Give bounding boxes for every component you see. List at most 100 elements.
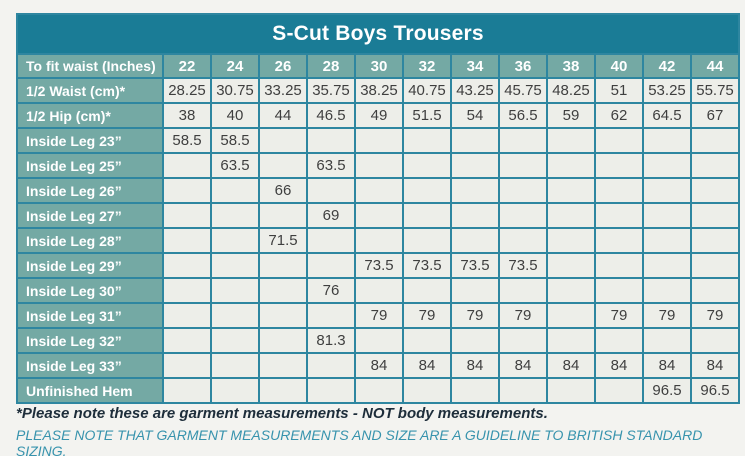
value-cell [642, 177, 692, 204]
value-cell [594, 177, 644, 204]
value-cell [210, 252, 260, 279]
value-cell [594, 252, 644, 279]
value-cell [402, 277, 452, 304]
size-column-header: 36 [498, 53, 548, 79]
value-cell [162, 227, 212, 254]
measurement-row: 1/2 Waist (cm)* 28.25 30.75 33.25 35.75 38.25… [16, 77, 741, 104]
value-cell [210, 177, 260, 204]
value-cell: 76 [306, 277, 356, 304]
value-cell: 55.75 [689, 77, 741, 104]
value-cell [258, 277, 308, 304]
measurement-row: Inside Leg 30” 76 [16, 277, 741, 304]
measurement-row: Inside Leg 23” 58.5 58.5 [16, 127, 741, 154]
row-label: Unfinished Hem [16, 377, 164, 404]
value-cell [258, 252, 308, 279]
value-cell: 81.3 [306, 327, 356, 354]
value-cell [402, 177, 452, 204]
value-cell [689, 227, 741, 254]
value-cell [258, 302, 308, 329]
row-label: Inside Leg 33” [16, 352, 164, 379]
value-cell: 66 [258, 177, 308, 204]
value-cell [402, 152, 452, 179]
table-title: S-Cut Boys Trousers [15, 13, 741, 55]
value-cell: 73.5 [354, 252, 404, 279]
row-label: Inside Leg 29” [16, 252, 164, 279]
size-column-header: 38 [546, 53, 596, 79]
value-cell [498, 377, 548, 404]
value-cell [258, 327, 308, 354]
value-cell [258, 152, 308, 179]
value-cell [450, 277, 500, 304]
value-cell [402, 227, 452, 254]
value-cell [258, 352, 308, 379]
value-cell: 73.5 [402, 252, 452, 279]
value-cell: 69 [306, 202, 356, 229]
value-cell: 84 [354, 352, 404, 379]
value-cell: 84 [450, 352, 500, 379]
value-cell: 40.75 [402, 77, 452, 104]
title-row: S-Cut Boys Trousers [15, 13, 741, 55]
value-cell [594, 127, 644, 154]
value-cell: 79 [594, 302, 644, 329]
value-cell: 40 [210, 102, 260, 129]
value-cell [450, 227, 500, 254]
value-cell [498, 152, 548, 179]
value-cell [450, 202, 500, 229]
value-cell [642, 202, 692, 229]
size-column-header: 30 [354, 53, 404, 79]
measurement-row: Unfinished Hem 96.5 96.5 [16, 377, 741, 404]
value-cell [210, 377, 260, 404]
value-cell [642, 252, 692, 279]
value-cell [498, 202, 548, 229]
value-cell [162, 327, 212, 354]
value-cell: 84 [689, 352, 741, 379]
value-cell: 62 [594, 102, 644, 129]
value-cell: 84 [402, 352, 452, 379]
size-column-header: 24 [210, 53, 260, 79]
size-column-header: 28 [306, 53, 356, 79]
value-cell [162, 202, 212, 229]
value-cell [642, 227, 692, 254]
value-cell: 63.5 [210, 152, 260, 179]
value-cell: 53.25 [642, 77, 692, 104]
value-cell [498, 277, 548, 304]
row-label: 1/2 Hip (cm)* [16, 102, 164, 129]
value-cell [402, 127, 452, 154]
value-cell: 58.5 [162, 127, 212, 154]
value-cell [306, 252, 356, 279]
value-cell [594, 277, 644, 304]
value-cell: 28.25 [162, 77, 212, 104]
value-cell [546, 127, 596, 154]
value-cell [594, 152, 644, 179]
value-cell [354, 177, 404, 204]
value-cell [450, 327, 500, 354]
value-cell [546, 227, 596, 254]
value-cell [354, 227, 404, 254]
value-cell [594, 227, 644, 254]
value-cell [546, 152, 596, 179]
value-cell: 38 [162, 102, 212, 129]
value-cell: 45.75 [498, 77, 548, 104]
garment-measurement-note: *Please note these are garment measureme… [16, 405, 548, 422]
value-cell: 54 [450, 102, 500, 129]
value-cell [210, 202, 260, 229]
value-cell: 44 [258, 102, 308, 129]
value-cell [354, 377, 404, 404]
value-cell [546, 327, 596, 354]
value-cell [402, 327, 452, 354]
value-cell: 84 [546, 352, 596, 379]
size-column-header: 42 [642, 53, 692, 79]
value-cell [210, 302, 260, 329]
value-cell: 73.5 [450, 252, 500, 279]
value-cell [354, 152, 404, 179]
value-cell [450, 377, 500, 404]
row-label: Inside Leg 25” [16, 152, 164, 179]
value-cell: 49 [354, 102, 404, 129]
value-cell [498, 227, 548, 254]
value-cell [306, 352, 356, 379]
value-cell [689, 152, 741, 179]
measurement-row: Inside Leg 33” 84 84 84 84 84 84 84 84 [16, 352, 741, 379]
value-cell [258, 127, 308, 154]
size-column-header: 34 [450, 53, 500, 79]
value-cell [162, 302, 212, 329]
